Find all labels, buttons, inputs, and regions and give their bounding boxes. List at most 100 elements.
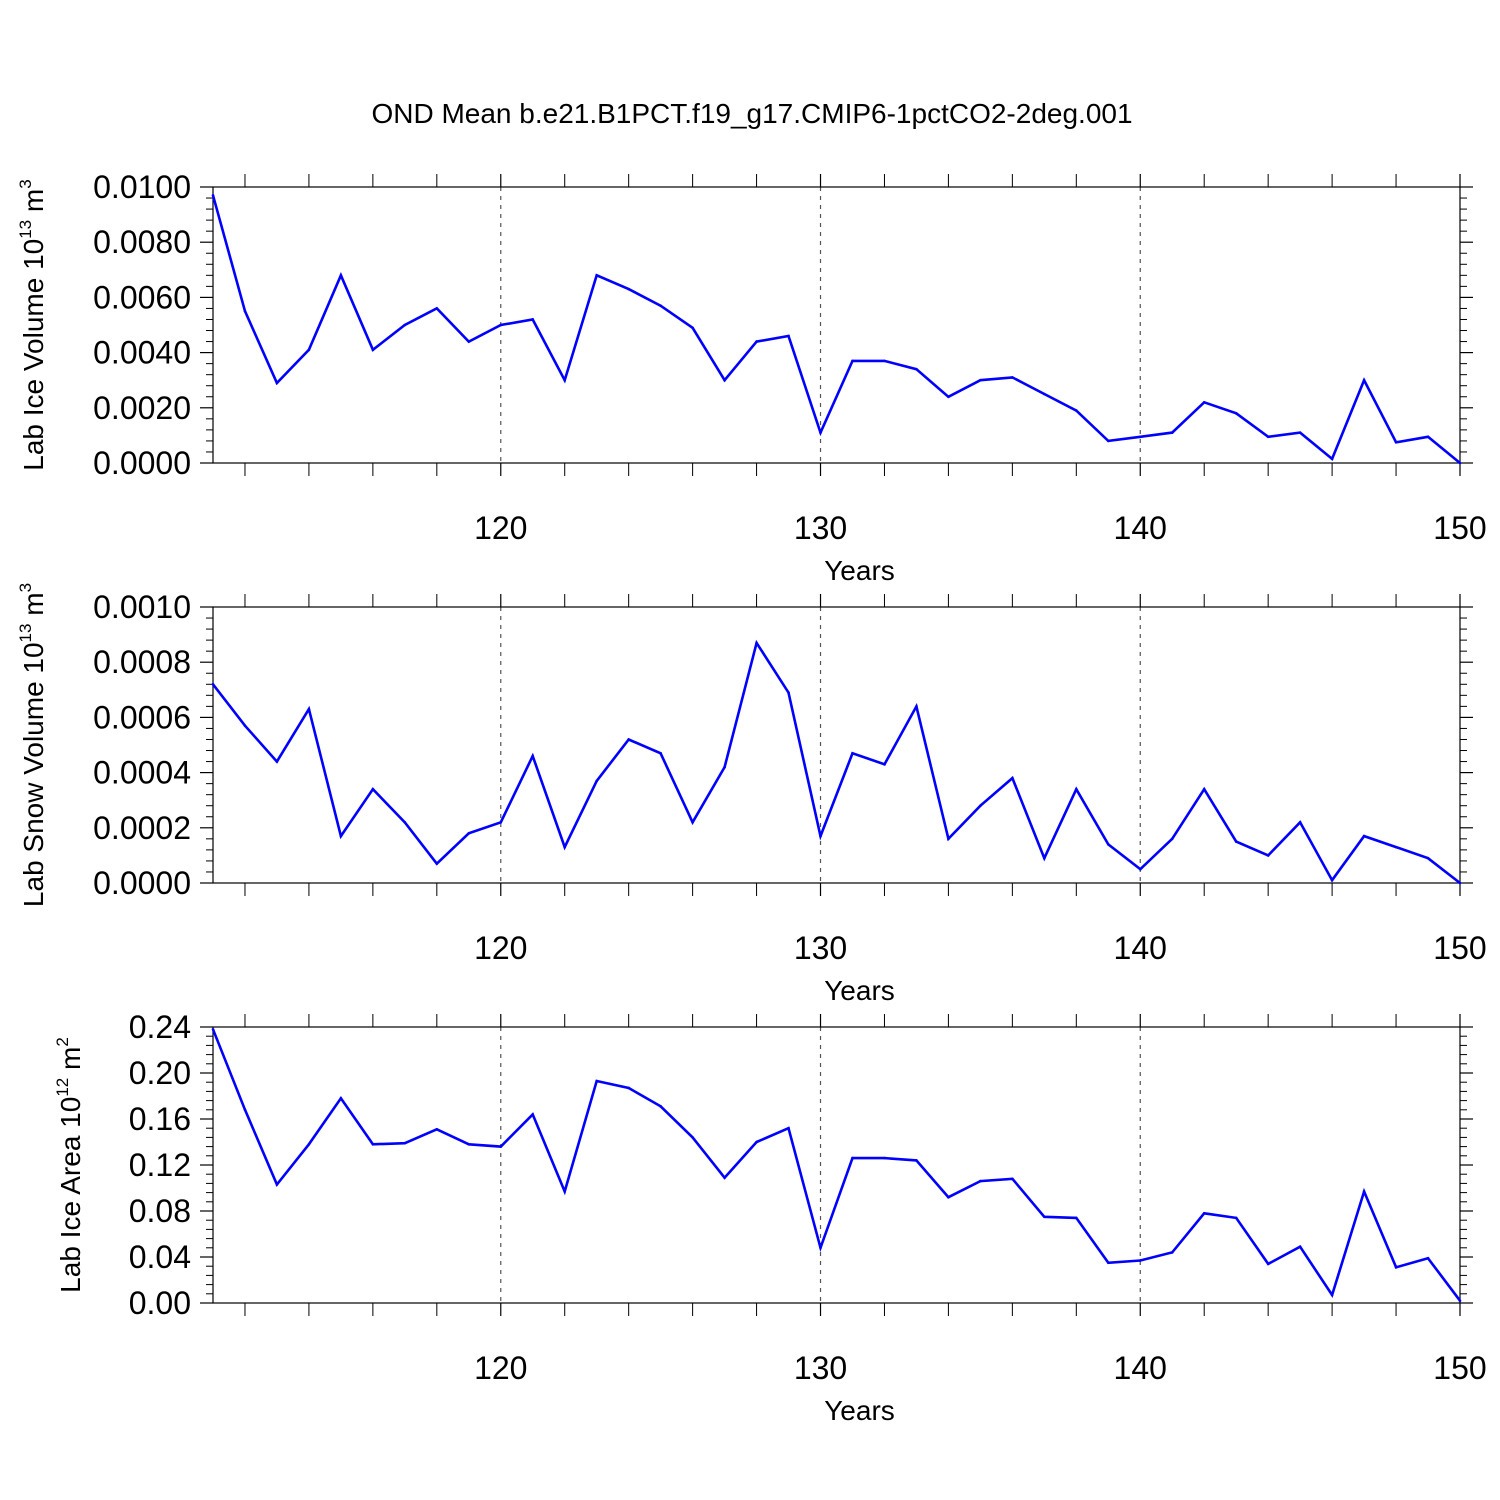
y-tick-label: 0.0008 <box>93 644 191 680</box>
chart-panels: 0.0000 0.0020 0.0040 0.0060 0.0080 0.0100 120 1… <box>16 169 1487 1426</box>
data-point <box>819 1246 822 1250</box>
data-point <box>755 1140 758 1144</box>
x-tick-label: 130 <box>794 1350 847 1386</box>
data-point <box>563 378 567 382</box>
y-tick-label: 0.12 <box>129 1147 191 1183</box>
data-point <box>1266 1262 1270 1266</box>
data-point <box>595 1079 598 1083</box>
y-axis-label-superscript: 3 <box>16 179 35 188</box>
data-point <box>851 751 854 755</box>
data-point <box>1043 1215 1046 1219</box>
data-point <box>307 348 311 352</box>
data-point <box>1170 1251 1174 1254</box>
y-tick-label: 0.00 <box>129 1285 191 1321</box>
plot-frame <box>212 606 1461 884</box>
x-tick-label: 120 <box>474 510 527 546</box>
data-point <box>595 779 598 783</box>
data-point <box>1394 1266 1398 1269</box>
data-point <box>211 193 215 197</box>
x-tick-label: 130 <box>794 510 847 546</box>
data-point <box>1202 787 1206 791</box>
data-point <box>723 1176 726 1179</box>
data-point <box>339 1097 343 1100</box>
data-point <box>1458 461 1462 465</box>
y-axis-label-superscript: 13 <box>16 220 35 239</box>
y-tick-label: 0.08 <box>129 1193 191 1229</box>
y-tick-label: 0.0000 <box>93 445 191 481</box>
data-point <box>723 378 726 382</box>
y-axis-label-text: m <box>18 592 49 623</box>
data-point <box>563 1190 567 1193</box>
data-point <box>1106 843 1110 846</box>
y-axis-label-superscript: 2 <box>53 1037 72 1046</box>
x-tick-label: 130 <box>794 930 847 966</box>
data-point <box>1426 1256 1430 1260</box>
data-point <box>1298 1245 1302 1248</box>
y-axis-label-superscript: 3 <box>16 583 35 592</box>
y-tick-label: 0.0020 <box>93 390 191 426</box>
x-axis-label: Years <box>824 1395 895 1426</box>
data-point <box>275 760 279 763</box>
y-tick-label: 0.24 <box>129 1009 191 1045</box>
data-point <box>979 1179 982 1183</box>
x-tick-label: 140 <box>1114 510 1167 546</box>
y-axis-label: Lab Ice Volume 1013 m3 <box>16 179 49 470</box>
data-point <box>947 837 950 841</box>
data-point <box>499 820 503 824</box>
data-point <box>627 1086 630 1090</box>
data-point <box>787 1126 790 1130</box>
y-axis-label-superscript: 13 <box>16 624 35 643</box>
y-axis-label: Lab Ice Area 1012 m2 <box>53 1037 86 1293</box>
data-point <box>307 1143 311 1146</box>
data-point <box>851 359 854 363</box>
data-point <box>1170 431 1174 434</box>
x-tick-label: 120 <box>474 930 527 966</box>
y-tick-label: 0.20 <box>129 1055 191 1091</box>
y-tick-label: 0.0004 <box>93 755 191 791</box>
data-point <box>659 751 662 755</box>
x-tick-label: 150 <box>1433 930 1486 966</box>
x-axis-label: Years <box>824 975 895 1006</box>
data-point <box>275 1183 279 1186</box>
data-point <box>1011 1177 1014 1181</box>
data-point <box>1138 1259 1142 1262</box>
data-point <box>1266 854 1270 857</box>
series-line <box>211 639 1461 885</box>
y-tick-label: 0.0080 <box>93 224 191 260</box>
x-tick-label: 150 <box>1433 510 1486 546</box>
x-tick-label: 140 <box>1114 1350 1167 1386</box>
figure-title: OND Mean b.e21.B1PCT.f19_g17.CMIP6-1pctC… <box>371 98 1132 129</box>
data-point <box>1394 441 1398 444</box>
y-axis-label-text: m <box>55 1047 86 1078</box>
data-point <box>1202 400 1206 404</box>
data-point <box>947 1195 950 1199</box>
data-point <box>1330 1293 1334 1297</box>
data-point <box>883 1156 886 1160</box>
x-tick-label: 150 <box>1433 1350 1486 1386</box>
data-point <box>403 1141 407 1145</box>
data-point <box>819 431 822 434</box>
data-point <box>851 1156 854 1160</box>
data-point <box>1298 431 1302 434</box>
y-tick-label: 0.0006 <box>93 699 191 735</box>
data-point <box>403 323 407 327</box>
data-point <box>371 348 375 352</box>
data-point <box>1362 378 1366 382</box>
x-axis-label: Years <box>824 555 895 586</box>
data-point <box>467 340 471 343</box>
data-point <box>595 274 598 277</box>
data-point <box>691 1136 694 1139</box>
y-tick-label: 0.0100 <box>93 169 191 205</box>
data-point <box>339 834 343 838</box>
data-point <box>563 845 567 849</box>
data-point <box>1138 435 1142 439</box>
data-point <box>531 318 535 321</box>
y-tick-label: 0.0040 <box>93 335 191 371</box>
data-point <box>691 326 694 330</box>
data-point <box>243 1108 247 1112</box>
data-point <box>1106 439 1110 443</box>
data-point <box>435 862 439 865</box>
data-point <box>531 754 535 758</box>
y-tick-label: 0.16 <box>129 1101 191 1137</box>
data-point <box>307 707 311 711</box>
